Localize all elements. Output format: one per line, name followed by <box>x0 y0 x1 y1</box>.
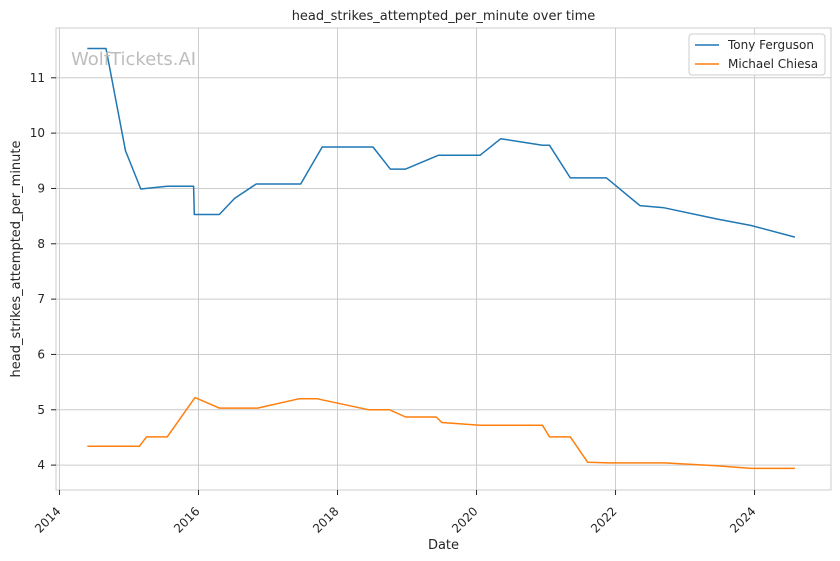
y-tick-label: 8 <box>37 237 45 251</box>
legend-label-michael-chiesa: Michael Chiesa <box>728 57 818 71</box>
series-lines <box>87 47 796 470</box>
legend: Tony Ferguson Michael Chiesa <box>688 33 826 76</box>
y-axis-label: head_strikes_attempted_per_minute <box>9 141 24 378</box>
y-tick-label: 9 <box>37 181 45 195</box>
plot-frame <box>55 27 832 491</box>
y-tick-label: 5 <box>37 403 45 417</box>
y-axis: 4 5 6 7 8 9 10 11 <box>30 71 56 472</box>
y-tick-label: 11 <box>30 71 45 85</box>
chart-title: head_strikes_attempted_per_minute over t… <box>292 9 596 24</box>
series-line-michael-chiesa <box>87 396 795 470</box>
legend-label-tony-ferguson: Tony Ferguson <box>727 38 814 52</box>
legend-box <box>688 33 826 76</box>
y-tick-label: 6 <box>37 347 45 361</box>
y-tick-label: 7 <box>37 292 45 306</box>
y-tick-label: 4 <box>37 458 45 472</box>
x-axis-label: Date <box>428 538 459 553</box>
series-line-tony-ferguson <box>87 47 796 238</box>
y-tick-label: 10 <box>30 126 45 140</box>
watermark: WolfTickets.AI <box>71 49 196 70</box>
grid <box>56 28 831 490</box>
